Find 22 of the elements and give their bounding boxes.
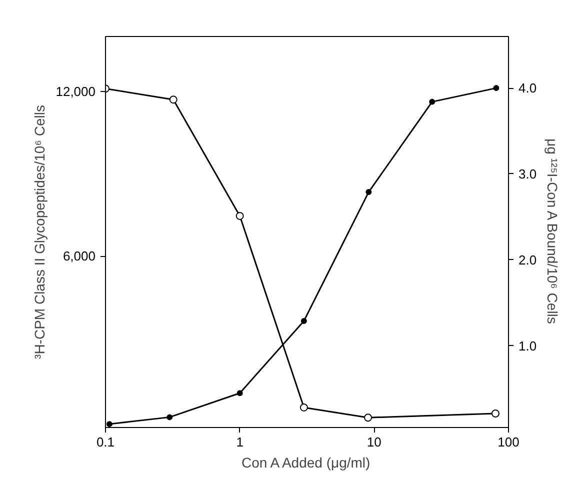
point <box>300 403 308 412</box>
y2-axis-title: μg ¹²⁵I-Con A Bound/10⁶ Cells <box>544 138 561 324</box>
y-tick-label: 6,000 <box>62 248 96 264</box>
x-tick-label: 1 <box>236 434 244 450</box>
point <box>300 318 307 324</box>
x-axis-title: Con A Added (μg/ml) <box>241 454 370 470</box>
x-tick-label: 0.1 <box>96 434 115 450</box>
point <box>106 421 112 428</box>
point <box>169 96 178 104</box>
x-tick-label: 100 <box>498 434 520 450</box>
point <box>366 189 372 196</box>
point <box>493 85 500 92</box>
y2-tick-label: 2.0 <box>518 252 537 268</box>
y2-tick-label: 1.0 <box>518 338 537 354</box>
y-tick-label: 12,000 <box>56 84 96 99</box>
point <box>236 212 244 220</box>
point <box>429 98 436 105</box>
y-axis-title: ³H-CPM Class II Glycopeptides/10⁶ Cells <box>32 105 48 359</box>
y2-tick-label: 4.0 <box>518 80 537 96</box>
x-tick-label: 10 <box>366 434 382 450</box>
point <box>236 390 243 396</box>
y2-tick-label: 3.0 <box>518 166 537 182</box>
